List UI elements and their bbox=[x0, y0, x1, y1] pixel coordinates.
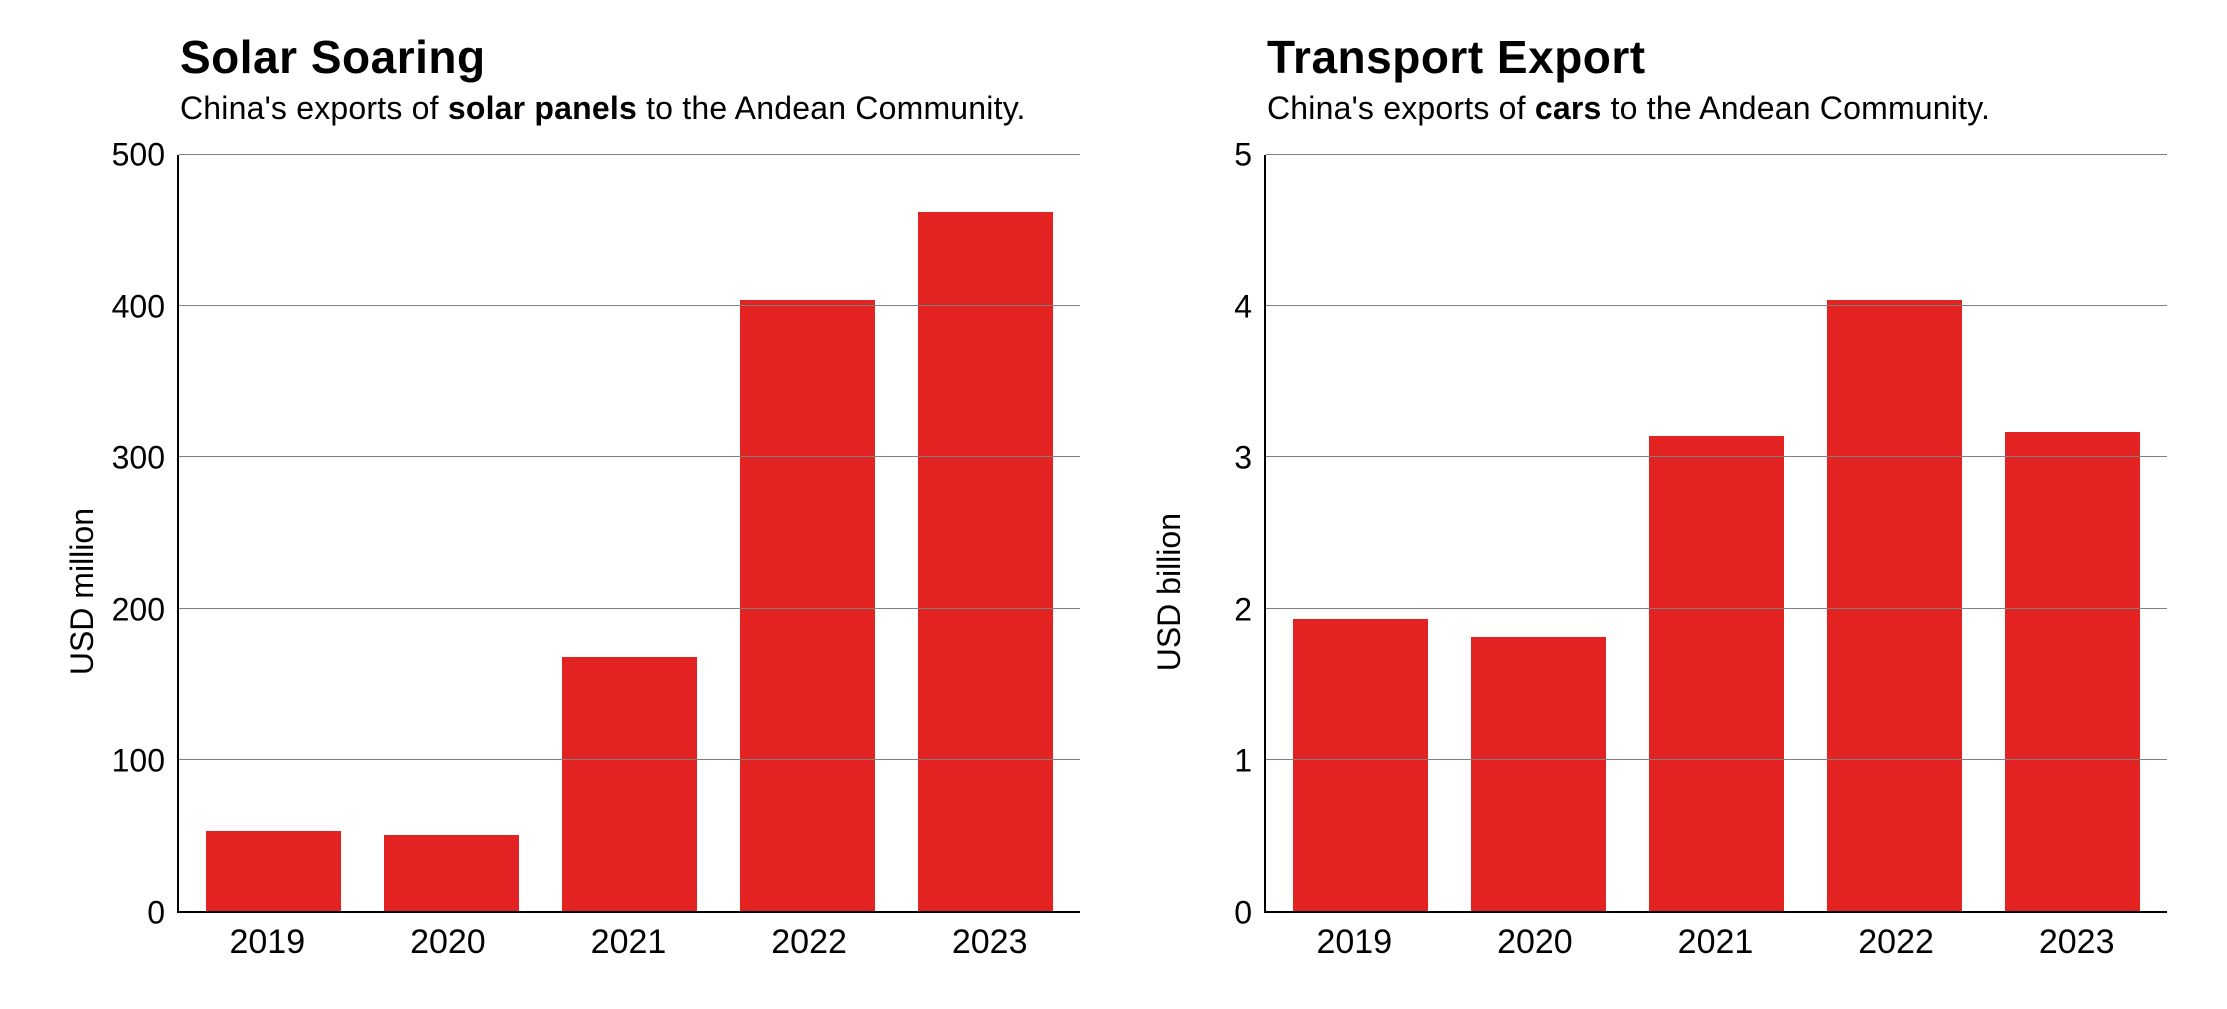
x-tick-label: 2023 bbox=[1986, 913, 2167, 969]
bars-container bbox=[179, 155, 1080, 911]
chart-header: Transport Export China's exports of cars… bbox=[1147, 30, 2167, 127]
subtitle-post: to the Andean Community. bbox=[637, 90, 1026, 126]
y-tick-label: 400 bbox=[105, 288, 165, 325]
plot-column: 0100200300400500 20192020202120222023 bbox=[105, 155, 1080, 969]
bar-slot bbox=[363, 155, 541, 911]
x-tick-label: 2023 bbox=[899, 913, 1080, 969]
y-ticks: 012345 bbox=[1192, 155, 1264, 913]
bars-container bbox=[1266, 155, 2167, 911]
y-tick-label: 3 bbox=[1192, 440, 1252, 477]
chart-subtitle: China's exports of cars to the Andean Co… bbox=[1267, 90, 2167, 127]
x-labels: 20192020202120222023 bbox=[1264, 913, 2167, 969]
x-labels: 20192020202120222023 bbox=[177, 913, 1080, 969]
gridline bbox=[179, 456, 1080, 457]
bar-slot bbox=[1272, 155, 1450, 911]
gridline bbox=[1266, 608, 2167, 609]
x-tick-label: 2019 bbox=[177, 913, 358, 969]
y-tick-label: 500 bbox=[105, 137, 165, 174]
bar bbox=[1293, 619, 1428, 911]
bar-slot bbox=[185, 155, 363, 911]
y-tick-label: 5 bbox=[1192, 137, 1252, 174]
x-tick-label: 2019 bbox=[1264, 913, 1445, 969]
bar bbox=[2005, 432, 2140, 911]
gridline bbox=[179, 608, 1080, 609]
chart-header: Solar Soaring China's exports of solar p… bbox=[60, 30, 1080, 127]
gridline bbox=[1266, 759, 2167, 760]
bar-slot bbox=[1450, 155, 1628, 911]
bar-slot bbox=[896, 155, 1074, 911]
y-tick-label: 2 bbox=[1192, 591, 1252, 628]
gridline bbox=[179, 305, 1080, 306]
y-axis-label: USD billion bbox=[1147, 453, 1192, 671]
page: Solar Soaring China's exports of solar p… bbox=[0, 0, 2227, 1009]
x-tick-label: 2020 bbox=[1445, 913, 1626, 969]
plot-area: 0100200300400500 bbox=[105, 155, 1080, 913]
bar-slot bbox=[1983, 155, 2161, 911]
y-tick-label: 0 bbox=[105, 895, 165, 932]
chart-panel-transport: Transport Export China's exports of cars… bbox=[1147, 30, 2167, 969]
bar-slot bbox=[1628, 155, 1806, 911]
gridline bbox=[1266, 305, 2167, 306]
y-tick-label: 100 bbox=[105, 743, 165, 780]
bar-slot bbox=[541, 155, 719, 911]
bar bbox=[1649, 436, 1784, 911]
bar bbox=[384, 835, 519, 911]
plot-area: 012345 bbox=[1192, 155, 2167, 913]
plot-grid bbox=[1264, 155, 2167, 913]
bar bbox=[562, 657, 697, 911]
bar bbox=[1827, 300, 1962, 911]
subtitle-bold: solar panels bbox=[448, 90, 637, 126]
bar bbox=[1471, 637, 1606, 911]
chart-panel-solar: Solar Soaring China's exports of solar p… bbox=[60, 30, 1080, 969]
y-tick-label: 0 bbox=[1192, 895, 1252, 932]
bar bbox=[206, 831, 341, 911]
subtitle-pre: China's exports of bbox=[180, 90, 448, 126]
bar-slot bbox=[1805, 155, 1983, 911]
chart-title: Transport Export bbox=[1267, 30, 2167, 84]
x-tick-label: 2021 bbox=[1625, 913, 1806, 969]
bar bbox=[740, 300, 875, 911]
subtitle-bold: cars bbox=[1535, 90, 1602, 126]
chart-title: Solar Soaring bbox=[180, 30, 1080, 84]
subtitle-pre: China's exports of bbox=[1267, 90, 1535, 126]
chart-body: USD million 0100200300400500 20192020202… bbox=[60, 155, 1080, 969]
x-tick-label: 2021 bbox=[538, 913, 719, 969]
gridline bbox=[179, 154, 1080, 155]
y-tick-label: 1 bbox=[1192, 743, 1252, 780]
y-ticks: 0100200300400500 bbox=[105, 155, 177, 913]
chart-body: USD billion 012345 20192020202120222023 bbox=[1147, 155, 2167, 969]
plot-grid bbox=[177, 155, 1080, 913]
chart-subtitle: China's exports of solar panels to the A… bbox=[180, 90, 1080, 127]
x-tick-label: 2020 bbox=[358, 913, 539, 969]
x-tick-label: 2022 bbox=[1806, 913, 1987, 969]
y-tick-label: 200 bbox=[105, 591, 165, 628]
y-axis-label: USD million bbox=[60, 448, 105, 675]
plot-column: 012345 20192020202120222023 bbox=[1192, 155, 2167, 969]
y-tick-label: 4 bbox=[1192, 288, 1252, 325]
gridline bbox=[179, 759, 1080, 760]
subtitle-post: to the Andean Community. bbox=[1601, 90, 1990, 126]
y-tick-label: 300 bbox=[105, 440, 165, 477]
x-tick-label: 2022 bbox=[719, 913, 900, 969]
gridline bbox=[1266, 456, 2167, 457]
gridline bbox=[1266, 154, 2167, 155]
bar-slot bbox=[718, 155, 896, 911]
bar bbox=[918, 212, 1053, 911]
